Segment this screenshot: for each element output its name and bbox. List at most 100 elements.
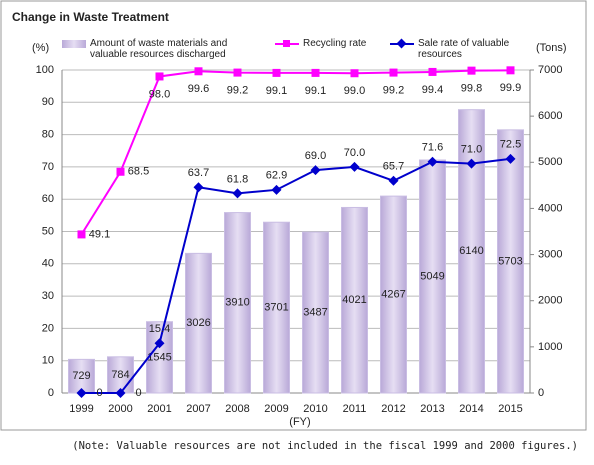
chart-frame xyxy=(0,0,587,431)
bar-value-label: 4267 xyxy=(381,288,405,300)
marker xyxy=(350,69,359,78)
y2-axis-label: (Tons) xyxy=(536,42,567,54)
line-value-label: 71.6 xyxy=(422,142,443,154)
y-tick-label: 40 xyxy=(42,258,54,270)
legend-label: Sale rate of valuable resources xyxy=(418,38,510,60)
marker xyxy=(272,68,281,77)
marker xyxy=(506,66,515,75)
marker xyxy=(389,68,398,77)
line-value-label: 99.1 xyxy=(305,85,326,97)
line-value-label: 49.1 xyxy=(89,228,110,240)
marker xyxy=(428,67,437,76)
line-value-label: 61.8 xyxy=(227,173,248,185)
y-tick-label: 70 xyxy=(42,161,54,173)
marker xyxy=(466,158,477,169)
x-tick-label: 2011 xyxy=(343,403,367,415)
y-tick-label: 50 xyxy=(42,225,54,237)
line-value-label: 69.0 xyxy=(305,150,326,162)
y2-tick-label: 0 xyxy=(538,387,544,399)
line xyxy=(81,157,511,394)
bar xyxy=(185,252,212,394)
marker xyxy=(505,153,516,164)
legend-label: Recycling rate xyxy=(303,38,367,49)
marker xyxy=(194,67,203,76)
line-value-label: 15.4 xyxy=(149,323,170,335)
y-tick-label: 90 xyxy=(42,96,54,108)
x-axis-label: (FY) xyxy=(289,416,310,428)
line-value-label: 72.5 xyxy=(500,139,521,151)
y2-tick-label: 2000 xyxy=(538,295,562,307)
y2-tick-label: 4000 xyxy=(538,202,562,214)
marker xyxy=(388,175,399,186)
marker xyxy=(116,167,125,176)
x-tick-label: 2009 xyxy=(264,403,288,415)
marker xyxy=(271,184,282,195)
marker xyxy=(155,72,164,81)
y-tick-label: 10 xyxy=(42,355,54,367)
line-value-label: 99.1 xyxy=(266,85,287,97)
bar-value-label: 3026 xyxy=(186,317,210,329)
marker xyxy=(77,230,86,239)
x-tick-label: 2007 xyxy=(186,403,210,415)
marker xyxy=(311,68,320,77)
bar-value-label: 6140 xyxy=(459,245,483,257)
y-tick-label: 100 xyxy=(36,64,54,76)
y-tick-label: 60 xyxy=(42,193,54,205)
bar xyxy=(380,195,407,394)
marker xyxy=(76,388,87,398)
legend-label: Amount of waste materials and valuable r… xyxy=(90,38,228,60)
line-value-label: 98.0 xyxy=(149,88,170,100)
x-tick-label: 2010 xyxy=(303,403,327,415)
y-tick-label: 20 xyxy=(42,322,54,334)
x-tick-label: 2001 xyxy=(147,403,171,415)
bar-value-label: 729 xyxy=(72,370,90,382)
line-value-label: 68.5 xyxy=(128,166,149,178)
y-tick-label: 30 xyxy=(42,290,54,302)
bar-value-label: 3487 xyxy=(303,306,327,318)
line-value-label: 0 xyxy=(96,387,102,399)
y-axis-label: (%) xyxy=(32,42,49,54)
bar xyxy=(224,212,251,394)
line-value-label: 99.8 xyxy=(461,83,482,95)
marker xyxy=(349,161,360,172)
x-tick-label: 2008 xyxy=(225,403,249,415)
line-value-label: 99.9 xyxy=(500,82,521,94)
marker xyxy=(232,188,243,199)
y2-tick-label: 1000 xyxy=(538,341,562,353)
bar xyxy=(458,109,485,394)
legend-swatch xyxy=(390,38,414,49)
x-tick-label: 2014 xyxy=(459,403,483,415)
bar-value-label: 3701 xyxy=(264,302,288,314)
bar xyxy=(146,321,173,394)
line-value-label: 99.2 xyxy=(227,84,248,96)
line-value-label: 99.4 xyxy=(422,84,443,96)
line-value-label: 99.0 xyxy=(344,85,365,97)
marker xyxy=(427,156,438,167)
bar xyxy=(497,129,524,394)
marker xyxy=(193,182,204,193)
bar-value-label: 5049 xyxy=(420,270,444,282)
y-tick-label: 80 xyxy=(42,129,54,141)
bar-value-label: 784 xyxy=(111,369,129,381)
legend-swatch xyxy=(275,40,299,48)
x-tick-label: 1999 xyxy=(69,403,93,415)
bar-value-label: 3910 xyxy=(225,297,249,309)
marker xyxy=(467,66,476,75)
line-value-label: 71.0 xyxy=(461,144,482,156)
y2-tick-label: 3000 xyxy=(538,248,562,260)
y2-tick-label: 5000 xyxy=(538,156,562,168)
marker xyxy=(310,165,321,176)
bar-value-label: 1545 xyxy=(147,351,171,363)
y2-tick-label: 6000 xyxy=(538,110,562,122)
legend-swatch xyxy=(62,40,86,48)
note: (Note: Valuable resources are not includ… xyxy=(72,440,578,452)
line-value-label: 99.6 xyxy=(188,83,209,95)
marker xyxy=(233,68,242,77)
bar xyxy=(68,358,95,394)
line xyxy=(80,69,511,235)
y2-tick-label: 7000 xyxy=(538,64,562,76)
line-value-label: 0 xyxy=(135,387,141,399)
bar xyxy=(302,231,329,394)
